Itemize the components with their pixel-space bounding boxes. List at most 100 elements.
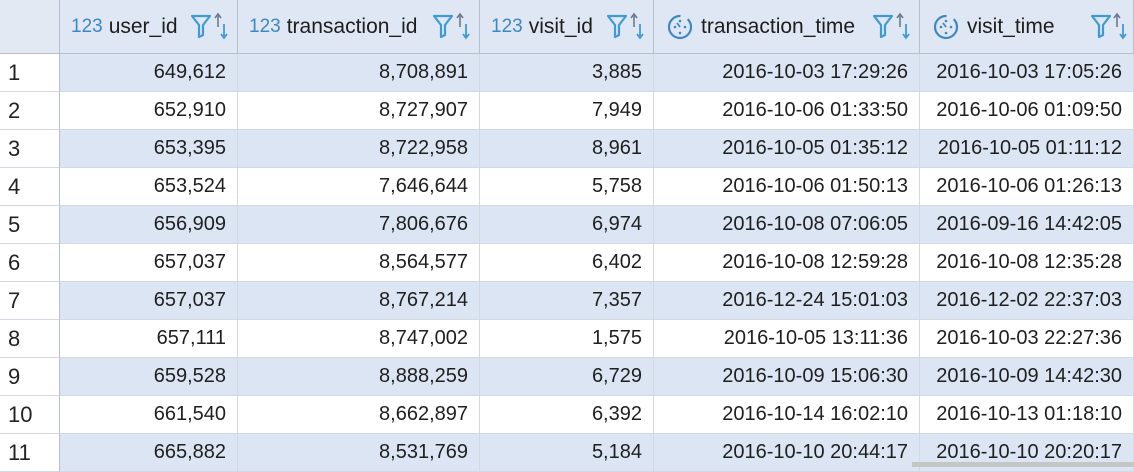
visit-id-cell[interactable]: 5,184 [480,434,654,472]
visit-id-cell[interactable]: 6,974 [480,206,654,244]
visit-id-cell[interactable]: 7,357 [480,282,654,320]
numeric-type-icon: 123 [71,15,103,37]
row-number[interactable]: 7 [0,282,60,320]
transaction-time-cell[interactable]: 2016-10-05 13:11:36 [654,320,920,358]
row-number[interactable]: 11 [0,434,60,472]
transaction-time-cell[interactable]: 2016-10-03 17:29:26 [654,54,920,92]
header-corner[interactable] [0,0,60,54]
filter-icon[interactable] [191,13,211,39]
column-header-visit-id[interactable]: 123 visit_id [480,0,654,54]
transaction-time-cell[interactable]: 2016-10-06 01:33:50 [654,92,920,130]
transaction-id-cell[interactable]: 8,727,907 [238,92,480,130]
transaction-id-cell[interactable]: 7,806,676 [238,206,480,244]
filter-icon[interactable] [1091,13,1111,39]
user-id-cell[interactable]: 653,395 [60,130,238,168]
table-row[interactable]: 8 657,111 8,747,002 1,575 2016-10-05 13:… [0,320,1134,358]
row-number[interactable]: 3 [0,130,60,168]
visit-time-cell[interactable]: 2016-10-06 01:09:50 [920,92,1134,130]
transaction-id-cell[interactable]: 8,564,577 [238,244,480,282]
row-number[interactable]: 1 [0,54,60,92]
transaction-id-cell[interactable]: 8,708,891 [238,54,480,92]
transaction-time-cell[interactable]: 2016-10-08 12:59:28 [654,244,920,282]
transaction-time-cell[interactable]: 2016-10-10 20:44:17 [654,434,920,472]
sort-icon[interactable] [1113,12,1127,40]
sort-icon[interactable] [456,12,470,40]
user-id-cell[interactable]: 653,524 [60,168,238,206]
row-number[interactable]: 6 [0,244,60,282]
sort-icon[interactable] [214,12,228,40]
visit-id-cell[interactable]: 6,402 [480,244,654,282]
user-id-cell[interactable]: 661,540 [60,396,238,434]
row-number[interactable]: 5 [0,206,60,244]
user-id-cell[interactable]: 659,528 [60,358,238,396]
filter-icon[interactable] [607,13,627,39]
visit-time-cell[interactable]: 2016-10-03 22:27:36 [920,320,1134,358]
visit-time-cell[interactable]: 2016-12-02 22:37:03 [920,282,1134,320]
table-row[interactable]: 6 657,037 8,564,577 6,402 2016-10-08 12:… [0,244,1134,282]
table-row[interactable]: 1 649,612 8,708,891 3,885 2016-10-03 17:… [0,54,1134,92]
user-id-cell[interactable]: 649,612 [60,54,238,92]
transaction-time-cell[interactable]: 2016-10-09 15:06:30 [654,358,920,396]
visit-time-cell[interactable]: 2016-09-16 14:42:05 [920,206,1134,244]
transaction-time-cell[interactable]: 2016-10-06 01:50:13 [654,168,920,206]
user-id-cell[interactable]: 652,910 [60,92,238,130]
transaction-id-cell[interactable]: 8,722,958 [238,130,480,168]
filter-icon[interactable] [873,13,893,39]
visit-id-cell[interactable]: 6,729 [480,358,654,396]
table-row[interactable]: 2 652,910 8,727,907 7,949 2016-10-06 01:… [0,92,1134,130]
table-row[interactable]: 3 653,395 8,722,958 8,961 2016-10-05 01:… [0,130,1134,168]
transaction-time-cell[interactable]: 2016-10-08 07:06:05 [654,206,920,244]
numeric-type-icon: 123 [491,15,523,37]
table-row[interactable]: 7 657,037 8,767,214 7,357 2016-12-24 15:… [0,282,1134,320]
row-number[interactable]: 9 [0,358,60,396]
transaction-time-cell[interactable]: 2016-12-24 15:01:03 [654,282,920,320]
transaction-id-cell[interactable]: 8,888,259 [238,358,480,396]
row-number[interactable]: 8 [0,320,60,358]
transaction-id-cell[interactable]: 8,662,897 [238,396,480,434]
row-number[interactable]: 10 [0,396,60,434]
user-id-cell[interactable]: 656,909 [60,206,238,244]
column-name: user_id [108,14,178,38]
transaction-id-cell[interactable]: 8,767,214 [238,282,480,320]
user-id-cell[interactable]: 657,111 [60,320,238,358]
visit-id-cell[interactable]: 1,575 [480,320,654,358]
user-id-cell[interactable]: 657,037 [60,244,238,282]
column-name: visit_id [528,14,593,38]
column-header-transaction-id[interactable]: 123 transaction_id [238,0,480,54]
visit-id-cell[interactable]: 5,758 [480,168,654,206]
visit-time-cell[interactable]: 2016-10-09 14:42:30 [920,358,1134,396]
transaction-id-cell[interactable]: 7,646,644 [238,168,480,206]
visit-id-cell[interactable]: 3,885 [480,54,654,92]
user-id-cell[interactable]: 665,882 [60,434,238,472]
user-id-cell[interactable]: 657,037 [60,282,238,320]
visit-id-cell[interactable]: 7,949 [480,92,654,130]
sort-icon[interactable] [630,12,644,40]
column-header-visit-time[interactable]: visit_time [920,0,1134,54]
filter-icon[interactable] [433,13,453,39]
table-row[interactable]: 9 659,528 8,888,259 6,729 2016-10-09 15:… [0,358,1134,396]
visit-time-cell[interactable]: 2016-10-08 12:35:28 [920,244,1134,282]
column-name: transaction_time [701,14,856,38]
transaction-time-cell[interactable]: 2016-10-05 01:35:12 [654,130,920,168]
transaction-id-cell[interactable]: 8,531,769 [238,434,480,472]
column-header-user-id[interactable]: 123 user_id [60,0,238,54]
row-number[interactable]: 2 [0,92,60,130]
visit-id-cell[interactable]: 8,961 [480,130,654,168]
transaction-time-cell[interactable]: 2016-10-14 16:02:10 [654,396,920,434]
transaction-id-cell[interactable]: 8,747,002 [238,320,480,358]
horizontal-scrollbar[interactable] [912,462,1134,467]
clock-icon [933,14,959,39]
visit-time-cell[interactable]: 2016-10-13 01:18:10 [920,396,1134,434]
table-row[interactable]: 4 653,524 7,646,644 5,758 2016-10-06 01:… [0,168,1134,206]
table-row[interactable]: 5 656,909 7,806,676 6,974 2016-10-08 07:… [0,206,1134,244]
row-number[interactable]: 4 [0,168,60,206]
visit-id-cell[interactable]: 6,392 [480,396,654,434]
visit-time-cell[interactable]: 2016-10-06 01:26:13 [920,168,1134,206]
table-row[interactable]: 11 665,882 8,531,769 5,184 2016-10-10 20… [0,434,1134,472]
visit-time-cell[interactable]: 2016-10-05 01:11:12 [920,130,1134,168]
sort-icon[interactable] [896,12,910,40]
column-header-transaction-time[interactable]: transaction_time [654,0,920,54]
visit-time-cell[interactable]: 2016-10-03 17:05:26 [920,54,1134,92]
table-row[interactable]: 10 661,540 8,662,897 6,392 2016-10-14 16… [0,396,1134,434]
